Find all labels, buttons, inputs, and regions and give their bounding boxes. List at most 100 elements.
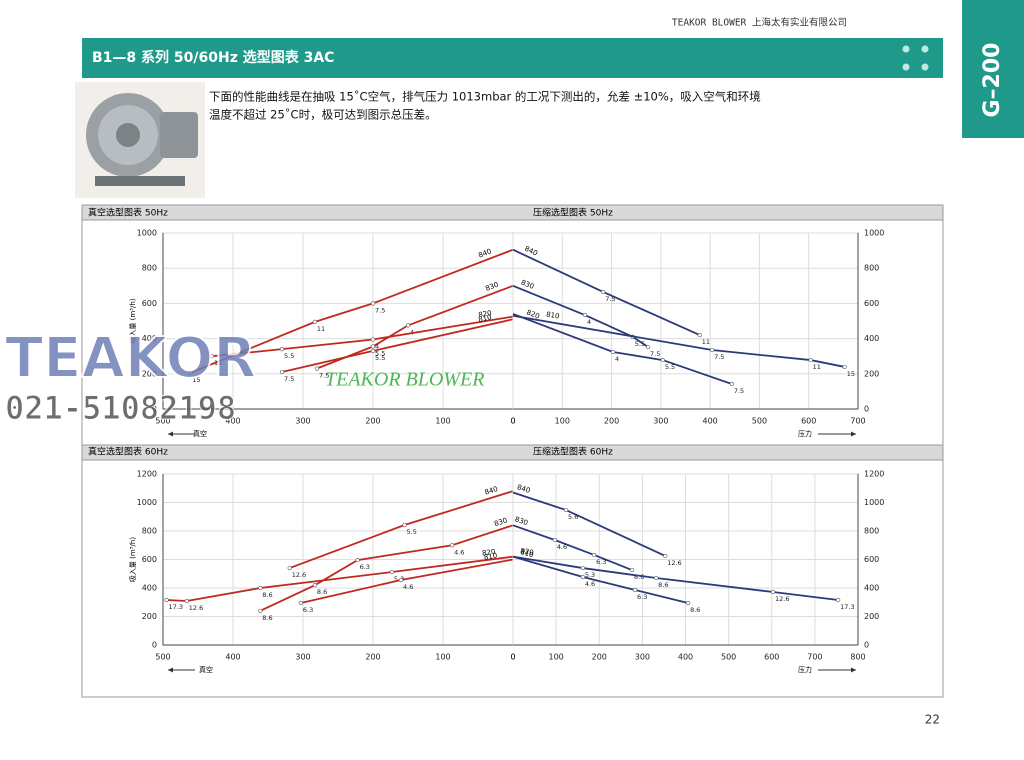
point-marker (188, 370, 193, 376)
chart-title: 真空选型图表 60Hz (88, 446, 168, 458)
x-tick-label: 100 (435, 653, 450, 662)
y-tick-label: 600 (142, 555, 157, 564)
point-marker (582, 312, 588, 318)
point-marker (629, 567, 635, 573)
y-tick-label: 800 (142, 527, 157, 536)
x-tick-label: 300 (653, 417, 668, 426)
axis-arrowhead (851, 667, 856, 673)
y-tick-label: 200 (864, 369, 879, 378)
x-tick-label: 400 (225, 653, 240, 662)
y-tick-label: 400 (142, 584, 157, 593)
point-label: 8.6 (262, 614, 272, 622)
x-tick-label: 100 (555, 417, 570, 426)
point-marker (258, 585, 263, 591)
y-axis-label: 吸入量 (m³/h) (129, 537, 137, 582)
panel-header (81, 204, 944, 221)
x-tick-label: 100 (548, 653, 563, 662)
point-marker (685, 600, 691, 606)
y-tick-label: 1200 (137, 470, 157, 479)
point-label: 4.6 (403, 583, 413, 591)
point-label: 8.6 (658, 581, 668, 589)
series-line (512, 314, 845, 368)
y-axis-label: 吸入量 (m³/h) (129, 298, 137, 343)
y-tick-label: 600 (864, 299, 879, 308)
point-marker (610, 349, 616, 355)
series-line (512, 284, 649, 348)
y-tick-label: 200 (142, 612, 157, 621)
series-name: 840 (516, 483, 531, 495)
x-tick-label: 200 (592, 653, 607, 662)
axis-arrowhead (851, 431, 856, 437)
x-tick-label: 300 (295, 653, 310, 662)
point-marker (405, 323, 411, 328)
point-marker (729, 381, 734, 387)
point-label: 7.5 (375, 306, 385, 314)
point-label: 17.3 (169, 603, 183, 611)
point-label: 11 (317, 325, 325, 333)
y-tick-label: 600 (864, 555, 879, 564)
point-label: 4.6 (454, 548, 464, 556)
x-tick-label: 200 (604, 417, 619, 426)
dots-icon (902, 45, 929, 71)
y-tick-label: 1000 (137, 498, 157, 507)
point-label: 4 (615, 355, 619, 363)
point-label: 7.5 (284, 375, 294, 383)
point-label: 5.5 (407, 528, 417, 536)
page-title: B1—8 系列 50/60Hz 选型图表 3AC (92, 49, 334, 66)
axis-arrowhead (168, 667, 173, 673)
x-tick-label: 300 (295, 417, 310, 426)
y-tick-label: 200 (142, 369, 157, 378)
point-marker (164, 597, 169, 603)
point-marker (770, 589, 776, 595)
x-tick-label: 500 (752, 417, 767, 426)
x-tick-label: 100 (435, 417, 450, 426)
product-image (75, 82, 205, 198)
point-marker (552, 537, 557, 543)
point-label: 5.6 (568, 513, 578, 521)
watermark: TEAKOR 021-51082198 TEAKOR BLOWER (4, 325, 484, 427)
series-line (512, 555, 689, 604)
point-marker (370, 301, 376, 306)
x-tick-label: 200 (365, 417, 380, 426)
series-name: 820 (520, 547, 534, 557)
point-label: 5.3 (394, 575, 404, 583)
point-marker (312, 583, 318, 588)
point-label: 12.6 (775, 595, 789, 603)
point-label: 4.6 (557, 543, 567, 551)
point-label: 8.6 (317, 588, 327, 596)
point-marker (209, 354, 215, 359)
point-label: 4 (587, 318, 591, 326)
y-tick-label: 800 (864, 527, 879, 536)
point-marker (184, 598, 189, 604)
point-label: 7.5 (650, 350, 660, 358)
description-line: 下面的性能曲线是在抽吸 15˚C空气，排气压力 1013mbar 的工况下测出的… (209, 89, 761, 104)
x-tick-label: 600 (764, 653, 779, 662)
point-label: 7.5 (734, 387, 744, 395)
x-tick-label: 700 (807, 653, 822, 662)
point-marker (389, 569, 395, 575)
y-tick-label: 0 (152, 405, 157, 414)
y-tick-label: 600 (142, 299, 157, 308)
series-line (189, 248, 514, 374)
y-tick-label: 0 (864, 405, 869, 414)
x-axis-label: 真空 (199, 665, 213, 674)
chart-title: 真空选型图表 50Hz (88, 207, 168, 219)
series-name: 810 (478, 313, 493, 324)
y-tick-label: 1000 (864, 229, 884, 238)
point-marker (298, 600, 304, 606)
x-tick-label: 600 (801, 417, 816, 426)
point-marker (808, 357, 813, 363)
point-label: 7.5 (714, 353, 724, 361)
point-label: 6.3 (303, 606, 313, 614)
point-marker (314, 366, 320, 371)
series-line (211, 315, 514, 358)
x-tick-label: 0 (510, 653, 515, 662)
point-marker (836, 597, 841, 603)
y-tick-label: 200 (864, 612, 879, 621)
point-marker (580, 565, 585, 571)
point-marker (279, 369, 285, 375)
point-label: 17.3 (840, 603, 854, 611)
point-label: 15 (847, 370, 855, 378)
y-tick-label: 400 (864, 584, 879, 593)
page-number: 22 (925, 713, 940, 727)
